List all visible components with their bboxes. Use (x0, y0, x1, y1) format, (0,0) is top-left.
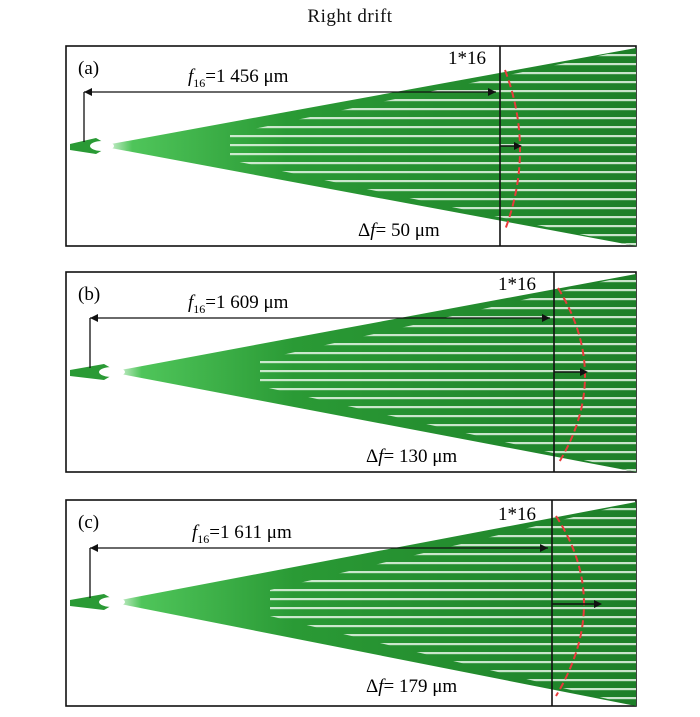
shift-value: = 50 μm (376, 220, 440, 241)
panel-label: (b) (78, 284, 100, 305)
beam-cone (70, 48, 636, 246)
port-label: 1*16 (448, 48, 486, 69)
shift-value: = 130 μm (384, 446, 458, 467)
panel-label: (a) (78, 58, 99, 79)
shift-f: f (378, 676, 386, 697)
port-label: 1*16 (498, 274, 536, 295)
focal-subscript: 16 (193, 76, 205, 90)
dashed-arc (557, 287, 586, 465)
shift-label: Δf= 50 μm (358, 220, 440, 241)
beam-cone (70, 274, 636, 472)
delta-symbol: Δ (366, 446, 378, 467)
dashed-arc (504, 69, 521, 231)
delta-symbol: Δ (366, 676, 378, 697)
panel-c: (c) f16=1 611 μm 1*16 Δf= 179 μm (65, 499, 637, 707)
panel-b: (b) f16=1 609 μm 1*16 Δf= 130 μm (65, 271, 637, 473)
focal-length-label: f16=1 456 μm (188, 66, 289, 90)
figure-title: Right drift (307, 6, 393, 27)
focal-value: =1 611 μm (209, 522, 292, 543)
focal-value: =1 609 μm (205, 292, 288, 313)
panel-a: (a) f16=1 456 μm 1*16 Δf= 50 μm (65, 45, 637, 247)
focal-symbol: f (188, 66, 196, 87)
focal-symbol: f (192, 522, 200, 543)
shift-f: f (370, 220, 378, 241)
port-label: 1*16 (498, 504, 536, 525)
beam-cone (70, 502, 636, 706)
focal-length-label: f16=1 609 μm (188, 292, 289, 316)
shift-label: Δf= 130 μm (366, 446, 457, 467)
delta-symbol: Δ (358, 220, 370, 241)
focal-symbol: f (188, 292, 196, 313)
focal-subscript: 16 (193, 302, 205, 316)
panel-label: (c) (78, 512, 99, 533)
focal-length-label: f16=1 611 μm (192, 522, 292, 546)
shift-label: Δf= 179 μm (366, 676, 457, 697)
shift-value: = 179 μm (384, 676, 458, 697)
focal-value: =1 456 μm (205, 66, 288, 87)
focal-subscript: 16 (197, 532, 209, 546)
shift-f: f (378, 446, 386, 467)
